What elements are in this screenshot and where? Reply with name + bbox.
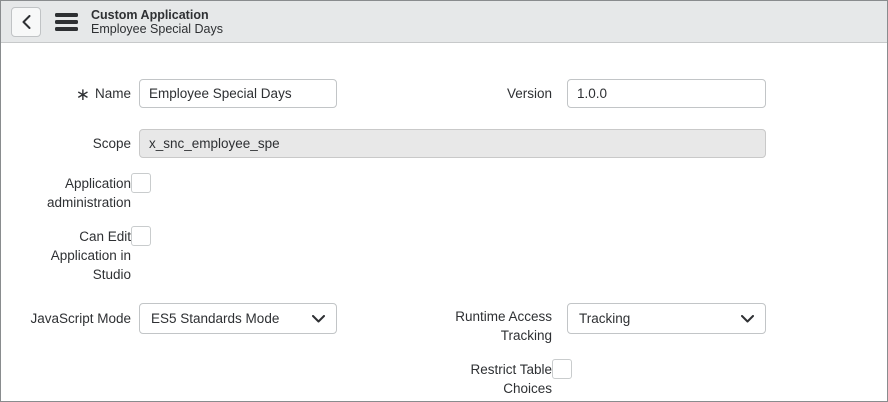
can-edit-application-in-studio-checkbox[interactable] [131, 226, 151, 246]
header-text: Custom Application Employee Special Days [91, 8, 223, 36]
chevron-down-icon [312, 314, 325, 323]
app-type-label: Custom Application [91, 7, 209, 22]
restrict-table-choices-checkbox[interactable] [552, 359, 572, 379]
javascript-mode-select[interactable]: ES5 Standards Mode [139, 303, 337, 334]
name-field-label: ∗ Name [75, 85, 131, 104]
back-button[interactable] [11, 6, 41, 37]
restrict-table-choices-label: Restrict Table Choices [470, 362, 552, 396]
name-input[interactable] [139, 79, 337, 108]
runtime-access-tracking-selected-value: Tracking [579, 311, 631, 326]
application-administration-checkbox[interactable] [131, 173, 151, 193]
required-asterisk: ∗ [75, 85, 90, 104]
runtime-access-tracking-label: Runtime Access Tracking [455, 309, 552, 343]
scope-field-label: Scope [92, 136, 131, 151]
javascript-mode-selected-value: ES5 Standards Mode [151, 311, 280, 326]
chevron-left-icon [22, 14, 31, 29]
version-field-label: Version [506, 86, 552, 101]
can-edit-application-in-studio-label: Can Edit Application in Studio [50, 229, 131, 282]
chevron-down-icon [741, 314, 754, 323]
application-administration-label: Application administration [46, 176, 131, 210]
scope-input[interactable] [139, 129, 766, 158]
version-input[interactable] [567, 79, 766, 108]
hamburger-icon[interactable] [55, 12, 78, 31]
javascript-mode-label: JavaScript Mode [30, 311, 131, 326]
runtime-access-tracking-select[interactable]: Tracking [567, 303, 766, 334]
app-name-label: Employee Special Days [91, 21, 224, 36]
header: Custom Application Employee Special Days [1, 1, 887, 43]
